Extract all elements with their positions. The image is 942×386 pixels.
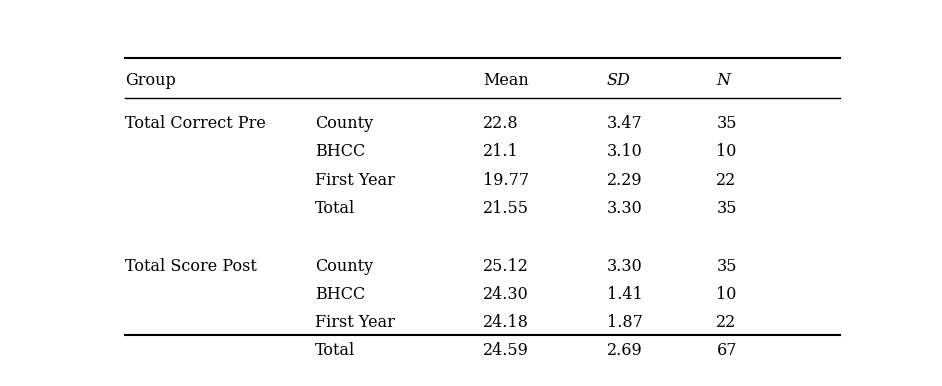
- Text: Group: Group: [125, 72, 176, 89]
- Text: 22: 22: [717, 314, 737, 331]
- Text: Total Correct Pre: Total Correct Pre: [125, 115, 266, 132]
- Text: 24.59: 24.59: [483, 342, 528, 359]
- Text: Mean: Mean: [483, 72, 528, 89]
- Text: SD: SD: [607, 72, 631, 89]
- Text: 2.69: 2.69: [607, 342, 642, 359]
- Text: 21.1: 21.1: [483, 143, 518, 160]
- Text: Total: Total: [315, 200, 355, 217]
- Text: 3.10: 3.10: [607, 143, 642, 160]
- Text: 35: 35: [717, 258, 737, 275]
- Text: 24.30: 24.30: [483, 286, 528, 303]
- Text: N: N: [717, 72, 730, 89]
- Text: 10: 10: [717, 286, 737, 303]
- Text: First Year: First Year: [315, 171, 395, 189]
- Text: County: County: [315, 258, 373, 275]
- Text: First Year: First Year: [315, 314, 395, 331]
- Text: 35: 35: [717, 115, 737, 132]
- Text: 1.87: 1.87: [607, 314, 642, 331]
- Text: BHCC: BHCC: [315, 286, 365, 303]
- Text: 22: 22: [717, 171, 737, 189]
- Text: 22.8: 22.8: [483, 115, 518, 132]
- Text: 19.77: 19.77: [483, 171, 528, 189]
- Text: 10: 10: [717, 143, 737, 160]
- Text: 25.12: 25.12: [483, 258, 528, 275]
- Text: 1.41: 1.41: [607, 286, 642, 303]
- Text: 2.29: 2.29: [607, 171, 642, 189]
- Text: 3.30: 3.30: [607, 200, 642, 217]
- Text: 21.55: 21.55: [483, 200, 528, 217]
- Text: 3.30: 3.30: [607, 258, 642, 275]
- Text: 67: 67: [717, 342, 737, 359]
- Text: 35: 35: [717, 200, 737, 217]
- Text: County: County: [315, 115, 373, 132]
- Text: Total Score Post: Total Score Post: [125, 258, 257, 275]
- Text: BHCC: BHCC: [315, 143, 365, 160]
- Text: 3.47: 3.47: [607, 115, 642, 132]
- Text: Total: Total: [315, 342, 355, 359]
- Text: 24.18: 24.18: [483, 314, 528, 331]
